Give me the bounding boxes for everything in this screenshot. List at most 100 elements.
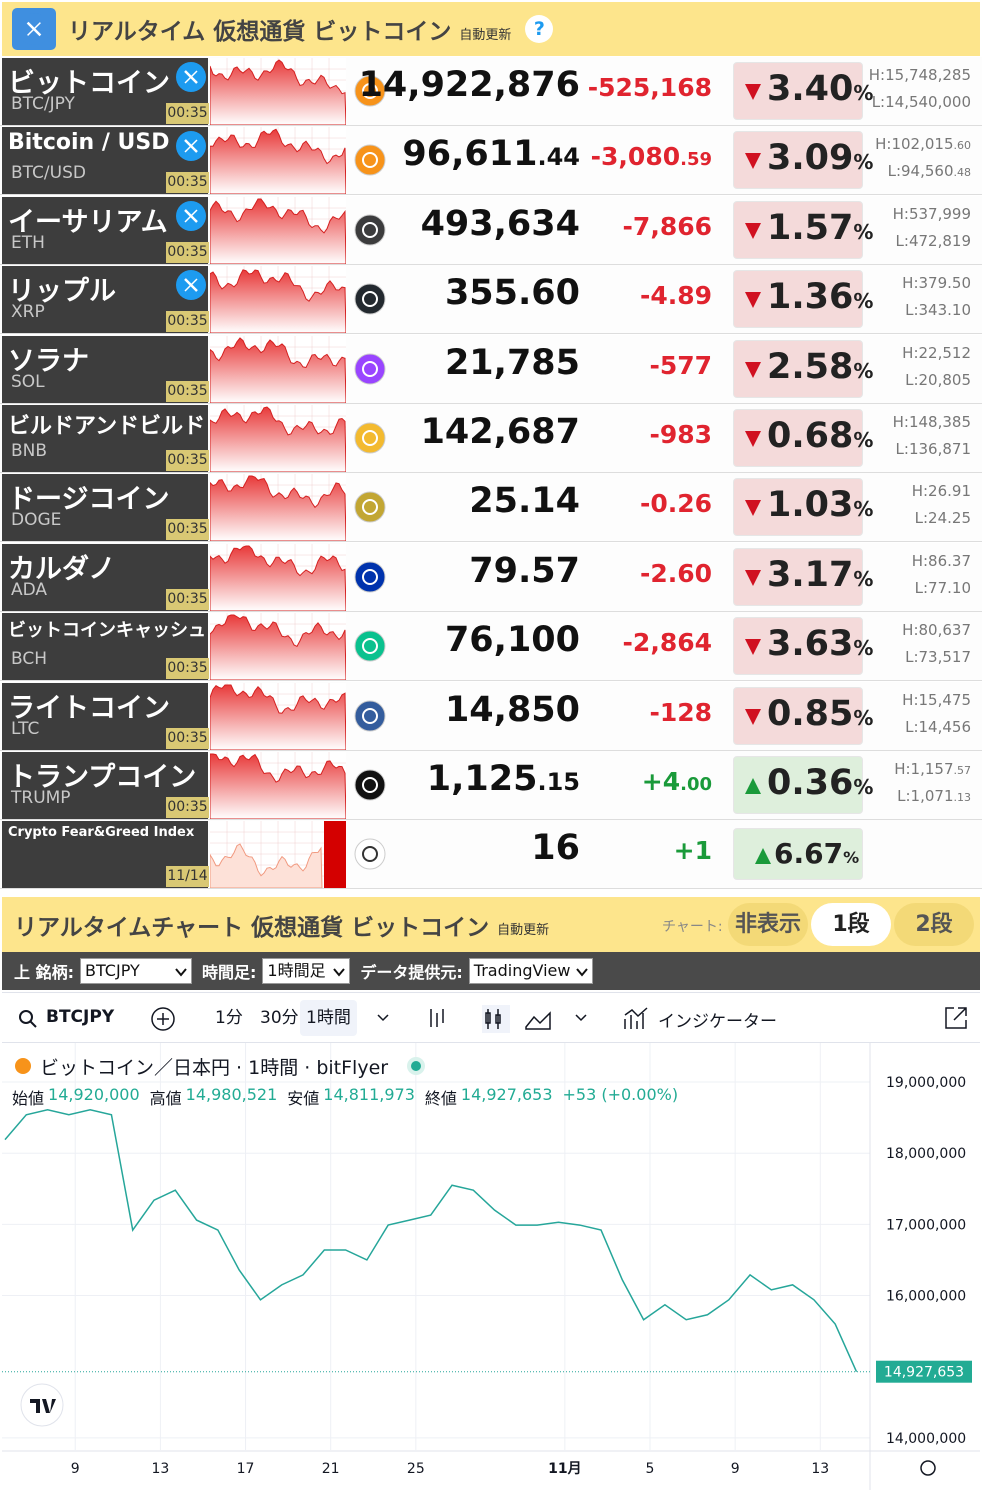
x-logo-stroke: [184, 139, 198, 153]
help-button[interactable]: ?: [525, 15, 554, 43]
sparkline: [210, 543, 346, 611]
interval-button[interactable]: 30分: [260, 1008, 299, 1028]
coin-icon: [354, 769, 386, 801]
change: +4.00: [585, 767, 712, 796]
name-cell: Bitcoin / USD BTC/USD 00:35: [2, 127, 209, 195]
price: 355.60: [444, 273, 580, 314]
coin-icon-circle: [354, 75, 386, 107]
header-bar: リアルタイム 仮想通貨 ビットコイン 自動更新?: [2, 2, 980, 56]
percent-box: 3.17%: [733, 547, 873, 606]
update-time: 00:35: [166, 727, 209, 749]
y-tick-label: 17,000,000: [886, 1217, 966, 1233]
update-time: 00:35: [166, 519, 209, 541]
coin-icon: [354, 838, 386, 870]
x-tick-label: 13: [151, 1461, 169, 1477]
x-tick-label: 5: [646, 1461, 655, 1477]
text-small: .13: [953, 791, 972, 804]
controls-bar: 上 銘柄: BTCJPY 時間足: 1時間足 データ提供元: TradingView: [2, 952, 980, 990]
update-time: 00:35: [166, 797, 209, 818]
coin-icon: [354, 283, 386, 315]
name-cell: リップル XRP 00:35: [2, 266, 209, 334]
direction-arrow: [745, 431, 761, 447]
indicator-button[interactable]: インジケーター: [658, 1012, 777, 1032]
coin-icon: [354, 214, 386, 246]
ohlc-label: 終値: [424, 1089, 457, 1108]
sparkline-area: [210, 269, 346, 334]
coin-row: ビルドアンドビルド BNB 00:35 142,687 -983 0.68% H:148,3…: [0, 404, 982, 473]
interval-button[interactable]: 1分: [215, 1008, 243, 1028]
arrow-shape: [745, 292, 761, 309]
last-price-box: [876, 1360, 972, 1383]
sparkline: [210, 58, 346, 125]
text-main: 2.58: [767, 346, 854, 387]
ohlc-value: 14,980,521: [185, 1085, 278, 1104]
name-cell: ライトコイン LTC 00:35: [2, 682, 209, 750]
sparkline: [210, 335, 346, 403]
chart-button[interactable]: 非表示: [728, 903, 808, 946]
coin-icon: [354, 561, 386, 593]
percent: 0.36%: [767, 763, 873, 803]
coin-symbol: TRUMP: [11, 788, 71, 808]
live-dot: [407, 1057, 426, 1075]
coin-icon-circle: [354, 769, 386, 801]
select-box[interactable]: 1時間足: [262, 958, 351, 984]
chart-button[interactable]: 1段: [811, 903, 891, 946]
change: -7,866: [622, 211, 712, 241]
text-small: %: [853, 428, 874, 452]
section-header: リアルタイムチャート 仮想通貨 ビットコイン 自動更新 チャート: 非表示 1段 2段: [2, 897, 980, 952]
name-cell: ビルドアンドビルド BNB 00:35: [2, 405, 209, 472]
update-time: 00:35: [166, 450, 209, 471]
coin-icon-circle: [354, 700, 386, 732]
toolbar: BTCJPY 1分 30分 1時間 インジケーター: [2, 992, 980, 1043]
high: H:86.37: [911, 551, 971, 570]
sparkline-area: [210, 614, 346, 681]
coin-icon-inner: [362, 291, 378, 308]
direction-arrow: [745, 778, 761, 794]
update-time: 00:35: [166, 172, 209, 194]
chart-chevron: [575, 1014, 587, 1022]
percent: 3.17%: [767, 555, 873, 595]
change: -577: [649, 350, 712, 380]
name-cell: ビットコイン BTC/JPY 00:35: [2, 58, 209, 125]
percent-box: 6.67%: [733, 828, 863, 881]
select-box[interactable]: TradingView: [468, 958, 593, 984]
control-label: 時間足:: [201, 963, 257, 982]
name-cell: トランプコイン TRUMP 00:35: [2, 752, 209, 819]
select-box[interactable]: BTCJPY: [79, 958, 192, 984]
chart-label: チャート:: [662, 919, 723, 935]
y-tick-label: 18,000,000: [886, 1146, 966, 1162]
price: 14,850: [444, 689, 580, 730]
change: -128: [649, 697, 712, 727]
price: 25.14: [469, 481, 580, 522]
toolbar-symbol[interactable]: BTCJPY: [46, 1007, 115, 1027]
sparkline-area: [210, 198, 346, 264]
coin-name: ソラナ: [8, 345, 89, 377]
text-main: +4: [641, 767, 681, 796]
coin-icon-circle: [354, 561, 386, 593]
high: H:379.50: [902, 274, 971, 293]
interval-button[interactable]: 1時間: [300, 1000, 357, 1036]
name-cell: カルダノ ADA 00:35: [2, 543, 209, 611]
last-price-label: 14,927,653: [884, 1365, 964, 1381]
arrow-shape: [745, 708, 761, 725]
legend-coin: [15, 1058, 31, 1074]
header-flex: リアルタイム 仮想通貨 ビットコイン 自動更新?: [68, 2, 554, 56]
name-cell: ビットコインキャッシュ BCH 00:35: [2, 613, 209, 681]
high: H:1,157.57: [858, 760, 971, 778]
direction-arrow: [745, 361, 761, 378]
low: L:20,805: [905, 370, 971, 389]
coin-icon: [354, 700, 386, 732]
update-time: 00:35: [166, 380, 209, 402]
sparkline: [210, 682, 346, 750]
percent-box: 3.40%: [733, 62, 873, 120]
search-icon: [19, 1010, 37, 1028]
coin-symbol: BTC/JPY: [11, 94, 75, 114]
text-main: L:94,560: [887, 162, 954, 181]
chart-button[interactable]: 2段: [894, 903, 974, 946]
direction-arrow: [745, 84, 761, 100]
direction-arrow: [745, 153, 761, 170]
coin-icon: [354, 422, 386, 454]
sparkline: [210, 127, 346, 195]
coin-icon-inner: [362, 499, 378, 516]
chevron: [575, 1014, 587, 1022]
